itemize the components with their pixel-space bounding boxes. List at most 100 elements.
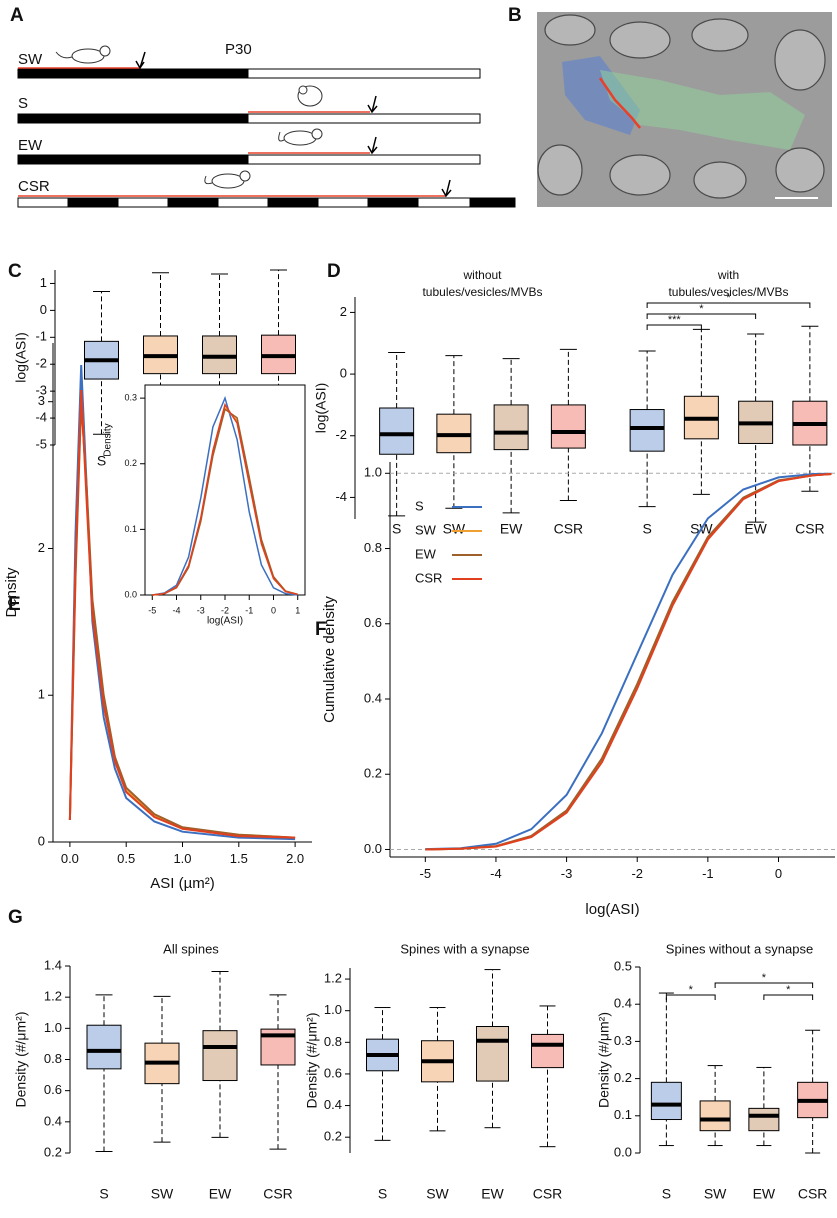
arrows: [135, 51, 452, 198]
em-image: B: [508, 5, 832, 207]
y-tick-label: 1.2: [324, 971, 342, 986]
y-tick-label: 0.6: [324, 1065, 342, 1080]
y-tick-label: 0.4: [324, 1097, 342, 1112]
y-axis-label: Cumulative density: [321, 596, 338, 723]
legend-label: CSR: [415, 570, 442, 585]
panel-label: G: [8, 907, 23, 928]
y-tick-label: -3: [35, 383, 47, 398]
y-tick-label: 0.0: [614, 1144, 632, 1159]
box: [748, 1107, 780, 1132]
y-tick-label: 0.0: [364, 841, 382, 856]
significance-bracket: [646, 302, 811, 308]
y-tick-label: 2: [38, 540, 45, 555]
age-marker: P30: [225, 41, 252, 58]
x-tick-label: -2: [631, 866, 643, 881]
group-title: tubules/vesicles/MVBs: [422, 285, 542, 299]
row-label: CSR: [18, 178, 50, 195]
y-tick-label: 1.0: [324, 1002, 342, 1017]
y-tick-label: 0.3: [124, 393, 137, 403]
y-tick-label: 2: [340, 304, 347, 319]
y-tick-label: -2: [35, 356, 47, 371]
row-label: EW: [18, 137, 43, 154]
box: [531, 1033, 564, 1069]
legend-label: S: [415, 498, 424, 513]
y-tick-label: 1.4: [44, 957, 62, 972]
schematic: A SW P30 S EW CSR: [10, 5, 516, 208]
y-tick-label: 0: [340, 366, 347, 381]
x-tick-label: 0.0: [61, 851, 79, 866]
category-label: S: [378, 1186, 387, 1202]
y-tick-label: 0.8: [44, 1051, 62, 1066]
y-tick-label: 1.0: [44, 1020, 62, 1035]
y-tick-label: 0.2: [324, 1129, 342, 1144]
x-tick-label: -4: [490, 866, 502, 881]
category-label: SW: [704, 1186, 727, 1202]
y-axis-label: Density: [103, 423, 114, 456]
series-line: [425, 473, 832, 851]
category-label: CSR: [533, 1186, 563, 1202]
category-label: EW: [209, 1186, 232, 1202]
category-label: CSR: [795, 521, 825, 537]
category-label: S: [662, 1186, 671, 1202]
y-axis-label: Density (#/μm²): [304, 1013, 320, 1109]
x-tick-label: -5: [420, 866, 432, 881]
y-tick-label: 0.2: [124, 458, 137, 468]
x-tick-label: 2.0: [286, 851, 304, 866]
category-label: EW: [481, 1186, 504, 1202]
chart-title: All spines: [163, 941, 219, 956]
x-tick-label: 1: [295, 605, 300, 615]
category-label: EW: [744, 521, 767, 537]
x-tick-label: -1: [702, 866, 714, 881]
category-label: SW: [426, 1186, 449, 1202]
category-label: S: [99, 1186, 108, 1202]
significance-bracket: [646, 313, 757, 319]
series-line: [425, 473, 832, 851]
series-line: [425, 473, 832, 851]
x-tick-label: -2: [221, 605, 229, 615]
y-tick-label: 0.1: [124, 524, 137, 534]
significance-label: *: [699, 303, 704, 315]
group-title: tubules/vesicles/MVBs: [668, 285, 788, 299]
category-label: CSR: [554, 521, 584, 537]
inset-frame: [144, 384, 306, 596]
mouse-icons: [55, 45, 323, 189]
significance-label: *: [726, 292, 731, 304]
significance-bracket: [665, 994, 716, 1000]
panel-label: D: [327, 261, 341, 282]
y-tick-label: 0.0: [124, 589, 137, 599]
significance-label: *: [762, 972, 767, 984]
significance-bracket: [714, 982, 814, 988]
x-tick-label: -3: [197, 605, 205, 615]
row-label: SW: [18, 51, 43, 68]
box: [629, 409, 665, 452]
y-tick-label: 1.2: [44, 989, 62, 1004]
legend-label: SW: [415, 522, 437, 537]
x-tick-label: -4: [173, 605, 181, 615]
panel-letters: C D E F G: [8, 261, 341, 928]
y-tick-label: 0.6: [44, 1082, 62, 1097]
y-tick-label: 0.2: [614, 1070, 632, 1085]
category-label: SW: [443, 521, 466, 537]
box: [202, 1030, 238, 1082]
category-label: S: [642, 521, 651, 537]
x-tick-label: 0: [271, 605, 276, 615]
y-tick-label: -5: [35, 436, 47, 451]
significance-bracket: [763, 994, 814, 1000]
y-tick-label: 0.6: [364, 615, 382, 630]
category-label: EW: [500, 521, 523, 537]
y-axis-label: Density: [3, 567, 20, 618]
significance-bracket: [646, 324, 702, 330]
y-tick-label: 0.8: [364, 540, 382, 555]
box: [476, 1026, 509, 1082]
x-tick-label: 1.5: [230, 851, 248, 866]
category-label: S: [97, 453, 106, 469]
timeline-bars: [17, 68, 516, 208]
y-tick-label: 0.1: [614, 1107, 632, 1122]
panel-label: C: [8, 261, 22, 282]
significance-label: *: [689, 984, 694, 996]
chart-title: Spines with a synapse: [400, 941, 529, 956]
y-tick-label: 3: [38, 393, 45, 408]
box: [650, 1081, 682, 1121]
